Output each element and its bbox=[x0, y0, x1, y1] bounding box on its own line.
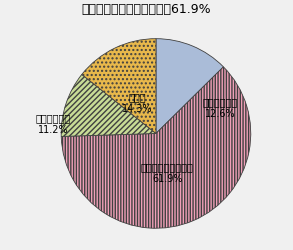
Title: 「どちらともいえない」が61.9%: 「どちらともいえない」が61.9% bbox=[82, 3, 211, 16]
Wedge shape bbox=[82, 39, 156, 134]
Text: 無回答
14.3%: 無回答 14.3% bbox=[122, 92, 152, 114]
Text: どちらともいえない
61.9%: どちらともいえない 61.9% bbox=[141, 162, 194, 184]
Wedge shape bbox=[156, 39, 224, 134]
Wedge shape bbox=[61, 74, 156, 136]
Text: 必要性は低い
11.2%: 必要性は低い 11.2% bbox=[36, 113, 71, 135]
Text: 必要性は高い
12.6%: 必要性は高い 12.6% bbox=[203, 97, 238, 119]
Wedge shape bbox=[61, 67, 251, 228]
